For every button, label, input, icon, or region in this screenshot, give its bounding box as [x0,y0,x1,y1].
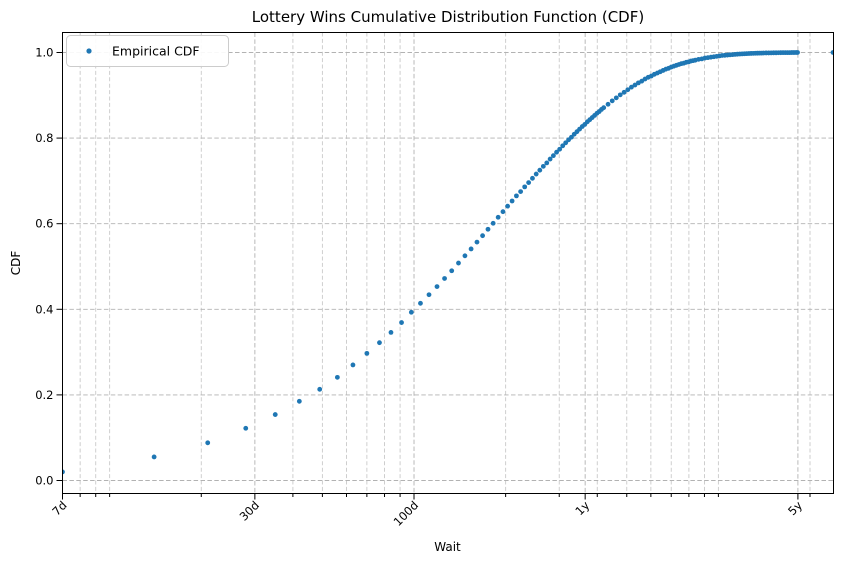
x-axis-label: Wait [434,540,461,554]
empirical-cdf-points [62,50,834,475]
axis-ticks [56,51,811,500]
plot-border [62,32,834,494]
y-tick-labels: 0.0 0.2 0.4 0.6 0.8 1.0 [35,45,53,487]
minor-gridlines [79,32,811,494]
legend-box [66,35,229,67]
legend: Empirical CDF [66,35,229,67]
legend-label: Empirical CDF [112,44,200,59]
svg-text:0.0: 0.0 [35,473,53,487]
svg-text:0.8: 0.8 [35,131,53,145]
chart-title: Lottery Wins Cumulative Distribution Fun… [252,8,644,26]
svg-text:1.0: 1.0 [35,45,53,59]
y-axis-label: CDF [9,251,23,276]
legend-marker-icon [86,48,92,54]
svg-text:0.6: 0.6 [35,217,53,231]
svg-text:0.4: 0.4 [35,302,53,316]
svg-text:0.2: 0.2 [35,388,53,402]
